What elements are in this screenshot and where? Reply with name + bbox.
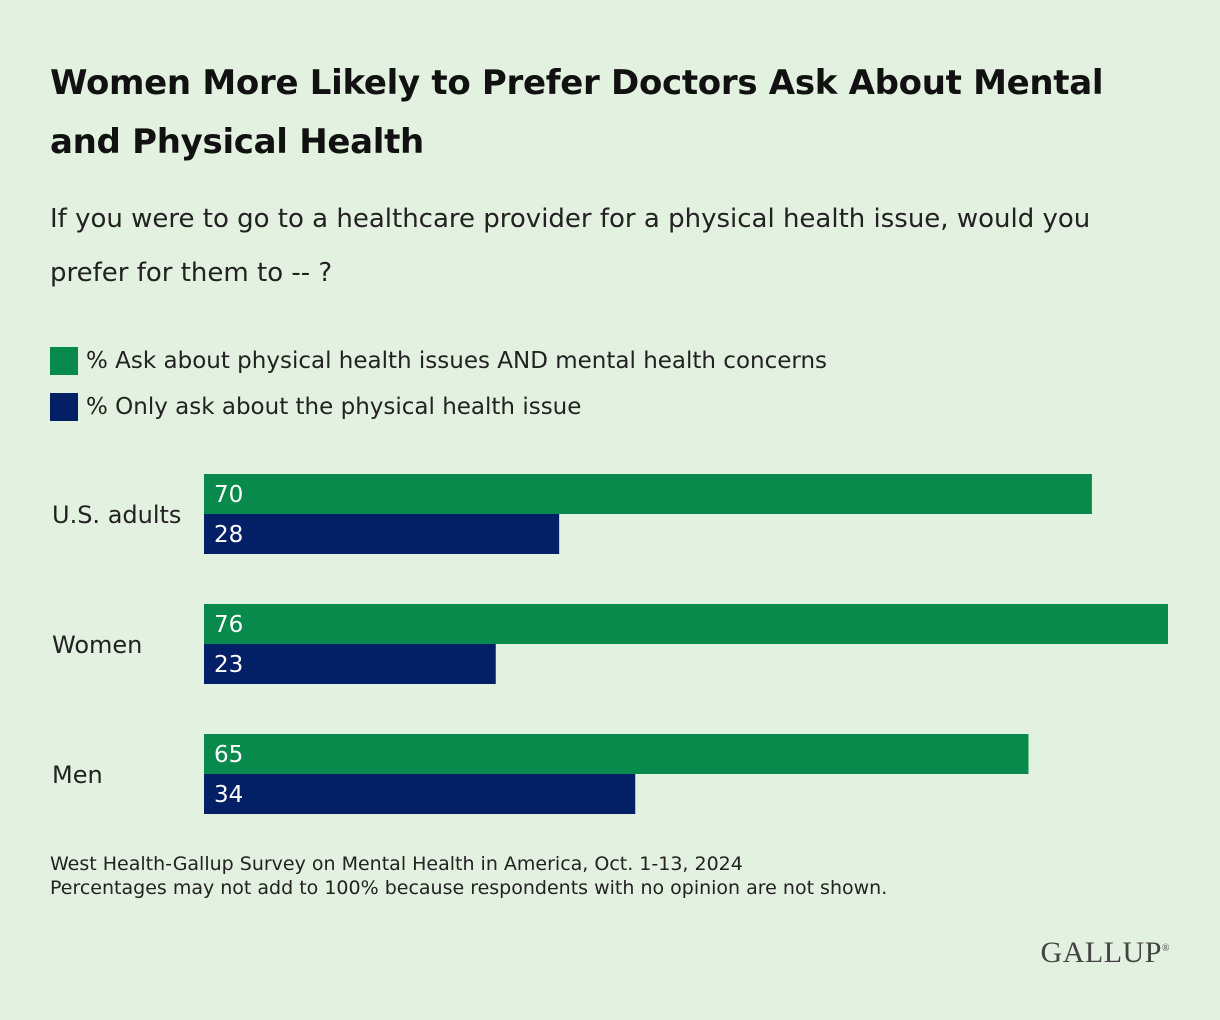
legend-swatch-navy	[50, 393, 78, 421]
footer: West Health-Gallup Survey on Mental Heal…	[50, 852, 887, 900]
bar-chart: U.S. adults 70 28 Women 76 23 Men 65 34	[52, 474, 1168, 814]
data-label-women-series-1: 76	[214, 612, 243, 638]
legend-item-physical-only: % Only ask about the physical health iss…	[50, 384, 827, 430]
legend-label-physical-only: % Only ask about the physical health iss…	[86, 394, 582, 420]
data-label-u-s-adults-series-1: 70	[214, 482, 243, 508]
bar-u-s-adults-series-2	[204, 514, 560, 554]
data-label-men-series-2: 34	[214, 782, 243, 808]
data-label-men-series-1: 65	[214, 742, 243, 768]
gallup-logo-text: GALLUP	[1040, 936, 1162, 969]
data-label-u-s-adults-series-2: 28	[214, 522, 243, 548]
legend-label-ask-both: % Ask about physical health issues AND m…	[86, 348, 828, 374]
category-label-men: Men	[52, 761, 103, 789]
bar-women-series-1	[204, 604, 1168, 644]
bar-women-series-2	[204, 644, 496, 684]
gallup-logo: GALLUP®	[1040, 936, 1170, 969]
data-label-women-series-2: 23	[214, 652, 243, 678]
category-label-u-s-adults: U.S. adults	[52, 501, 181, 529]
source-note: West Health-Gallup Survey on Mental Heal…	[50, 853, 743, 875]
bar-men-series-1	[204, 734, 1029, 774]
legend: % Ask about physical health issues AND m…	[50, 338, 827, 430]
chart-title: Women More Likely to Prefer Doctors Ask …	[50, 63, 1104, 162]
legend-item-ask-both: % Ask about physical health issues AND m…	[50, 338, 827, 384]
legend-swatch-green	[50, 347, 78, 375]
chart-subtitle: If you were to go to a healthcare provid…	[50, 204, 1091, 288]
percentages-note: Percentages may not add to 100% because …	[50, 877, 888, 899]
category-label-women: Women	[52, 631, 142, 659]
bar-u-s-adults-series-1	[204, 474, 1092, 514]
bar-men-series-2	[204, 774, 636, 814]
